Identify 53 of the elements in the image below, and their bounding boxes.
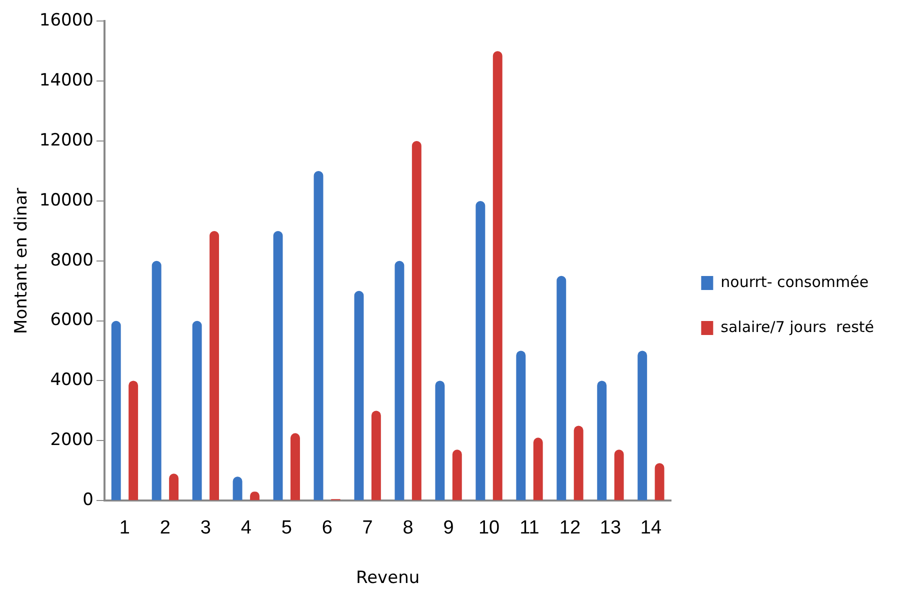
y-tick-label: 12000 <box>39 130 94 150</box>
bar <box>273 230 283 500</box>
bar <box>654 463 664 500</box>
bar <box>290 433 300 500</box>
x-tick-label: 13 <box>600 517 622 538</box>
legend-label: nourrt- consommée <box>720 272 869 291</box>
bar <box>314 171 324 500</box>
bar <box>476 200 486 500</box>
x-axis-title: Revenu <box>356 568 420 588</box>
legend-label: salaire/7 jours resté <box>720 318 874 336</box>
x-tick-label: 3 <box>200 517 211 538</box>
x-tick-label: 14 <box>640 517 662 538</box>
bar <box>435 380 445 500</box>
bar <box>232 476 242 500</box>
bar <box>533 438 543 500</box>
bar <box>128 380 138 500</box>
bar <box>111 320 121 500</box>
bar <box>597 380 607 500</box>
x-tick-label: 7 <box>362 517 373 538</box>
y-tick-label: 0 <box>82 490 94 510</box>
x-tick-label: 8 <box>402 517 414 538</box>
x-tick-label: 10 <box>478 517 500 538</box>
bar <box>614 450 624 500</box>
y-tick-label: 16000 <box>39 10 94 31</box>
x-tick-label: 9 <box>443 517 454 538</box>
bar <box>574 426 584 500</box>
y-tick-label: 2000 <box>50 430 94 450</box>
y-tick-label: 8000 <box>50 250 94 270</box>
x-tick-label: 2 <box>160 517 170 538</box>
bar <box>638 350 648 500</box>
x-tick-label: 4 <box>240 517 252 538</box>
y-axis-title: Montant en dinar <box>12 188 32 334</box>
bar <box>394 260 404 500</box>
x-tick-label: 12 <box>559 517 581 538</box>
bar <box>354 290 364 500</box>
y-tick-label: 14000 <box>39 70 94 91</box>
bar <box>452 450 462 500</box>
x-tick-label: 5 <box>281 517 292 538</box>
bar <box>192 320 202 500</box>
x-tick-label: 6 <box>322 517 332 538</box>
bar <box>412 141 422 500</box>
bar <box>371 410 381 500</box>
bar <box>516 350 526 500</box>
bar <box>556 276 566 500</box>
y-tick-label: 10000 <box>39 190 94 210</box>
bar <box>492 51 502 500</box>
bar <box>152 260 162 500</box>
y-tick-label: 6000 <box>50 310 94 330</box>
x-tick-label: 11 <box>520 517 540 538</box>
bar <box>210 230 220 500</box>
bar <box>169 474 179 500</box>
y-tick-label: 4000 <box>50 370 94 390</box>
x-tick-label: 1 <box>119 517 130 538</box>
